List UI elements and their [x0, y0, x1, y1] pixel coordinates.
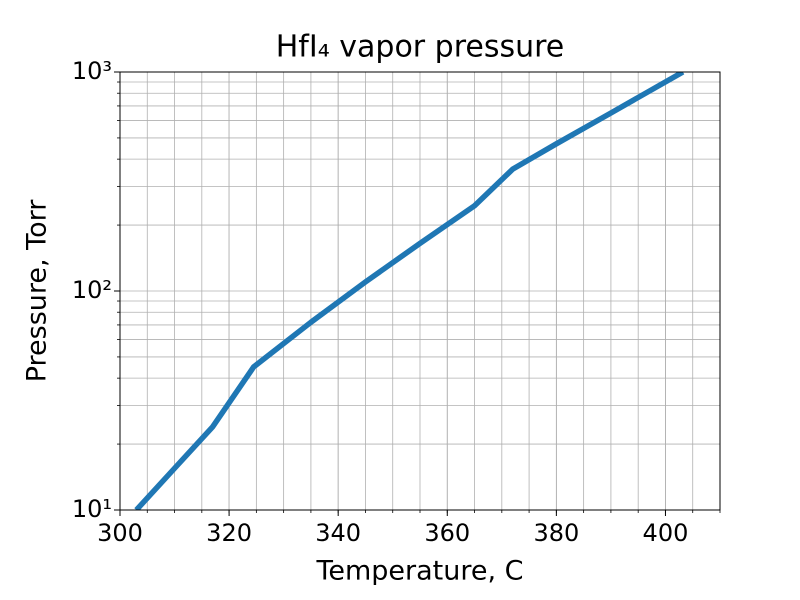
x-axis-label: Temperature, C	[315, 556, 523, 587]
chart-title: HfI₄ vapor pressure	[276, 30, 565, 65]
y-tick-label: 10³	[72, 57, 112, 85]
y-tick-label: 10²	[72, 276, 112, 304]
y-axis-label: Pressure, Torr	[22, 199, 53, 383]
plot-frame	[119, 71, 721, 511]
y-tick-label: 10¹	[72, 495, 112, 523]
x-tick-label: 300	[97, 519, 143, 547]
x-tick-label: 380	[533, 519, 579, 547]
x-tick-label: 400	[643, 519, 689, 547]
x-tick-label: 320	[206, 519, 252, 547]
x-tick-label: 360	[424, 519, 470, 547]
x-tick-label: 340	[315, 519, 361, 547]
data-line	[134, 72, 685, 510]
